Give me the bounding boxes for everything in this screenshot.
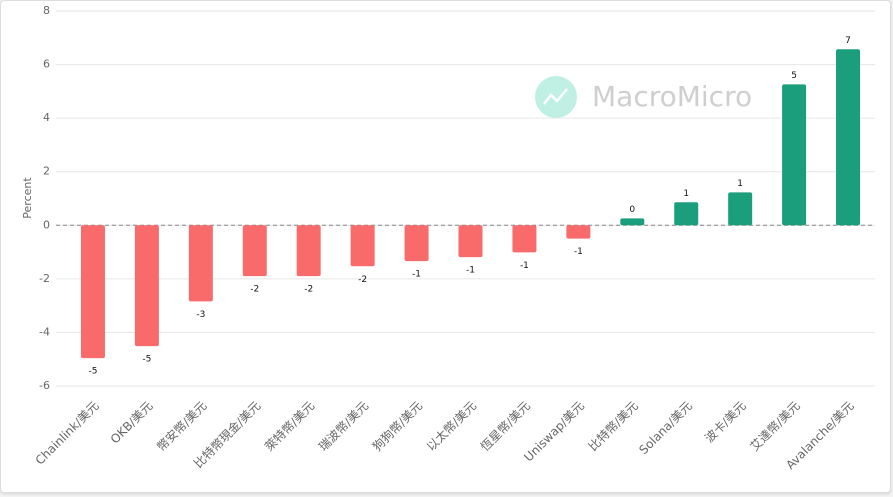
bar <box>728 192 753 226</box>
value-label: -2 <box>250 285 259 295</box>
x-tick-label: 波卡/美元 <box>702 399 749 446</box>
x-tick-label: 瑞波幣/美元 <box>316 399 371 454</box>
y-tick-label: 8 <box>43 4 50 17</box>
watermark-logo-line <box>543 88 568 105</box>
y-tick-label: 6 <box>43 58 50 71</box>
value-label: -1 <box>520 261 529 271</box>
value-label: 1 <box>683 189 689 199</box>
x-tick-label: OKB/美元 <box>108 399 156 447</box>
watermark: MacroMicro <box>535 76 752 118</box>
bar <box>782 84 807 226</box>
bar <box>836 49 861 226</box>
value-label: 0 <box>629 205 635 215</box>
value-label: -5 <box>88 367 97 377</box>
x-tick-label: 狗狗幣/美元 <box>370 399 425 454</box>
y-axis-label: Percent <box>21 177 34 219</box>
bar <box>80 225 105 359</box>
x-tick-label: 萊特幣/美元 <box>261 398 317 454</box>
value-label: 7 <box>845 36 851 46</box>
bar <box>512 225 537 253</box>
y-tick-label: -2 <box>39 272 50 285</box>
x-tick-label: 恆星幣/美元 <box>478 399 533 454</box>
x-tick-label: 幣安幣/美元 <box>154 398 210 454</box>
bar <box>296 225 321 277</box>
y-tick-label: -6 <box>39 379 50 392</box>
value-label: 5 <box>791 71 797 81</box>
value-label: -1 <box>466 266 475 276</box>
value-label: -3 <box>196 310 205 320</box>
x-tick-label: 比特幣/美元 <box>585 398 641 454</box>
bar <box>404 225 429 262</box>
x-tick-label: 以太幣/美元 <box>423 398 479 454</box>
bar <box>458 225 483 258</box>
y-tick-label: -4 <box>39 325 50 338</box>
bar <box>188 225 213 302</box>
watermark-logo <box>535 76 577 118</box>
bar <box>350 225 375 267</box>
value-label: 1 <box>737 179 743 189</box>
x-tick-label: 艾達幣/美元 <box>748 399 803 454</box>
y-tick-label: 0 <box>43 218 50 231</box>
bar <box>566 225 591 239</box>
value-label: -1 <box>574 247 583 257</box>
bar <box>242 225 267 277</box>
value-label: -2 <box>358 275 367 285</box>
bar <box>134 225 159 347</box>
y-tick-label: 4 <box>43 111 50 124</box>
watermark-text: MacroMicro <box>592 80 752 113</box>
y-tick-label: 2 <box>43 165 50 178</box>
value-label: -5 <box>142 355 151 365</box>
value-label: -2 <box>304 285 313 295</box>
x-tick-label: Solana/美元 <box>636 399 694 457</box>
bar <box>620 218 645 226</box>
value-label: -1 <box>412 270 421 280</box>
bar <box>674 202 699 226</box>
x-tick-label: Chainlink/美元 <box>33 399 102 468</box>
